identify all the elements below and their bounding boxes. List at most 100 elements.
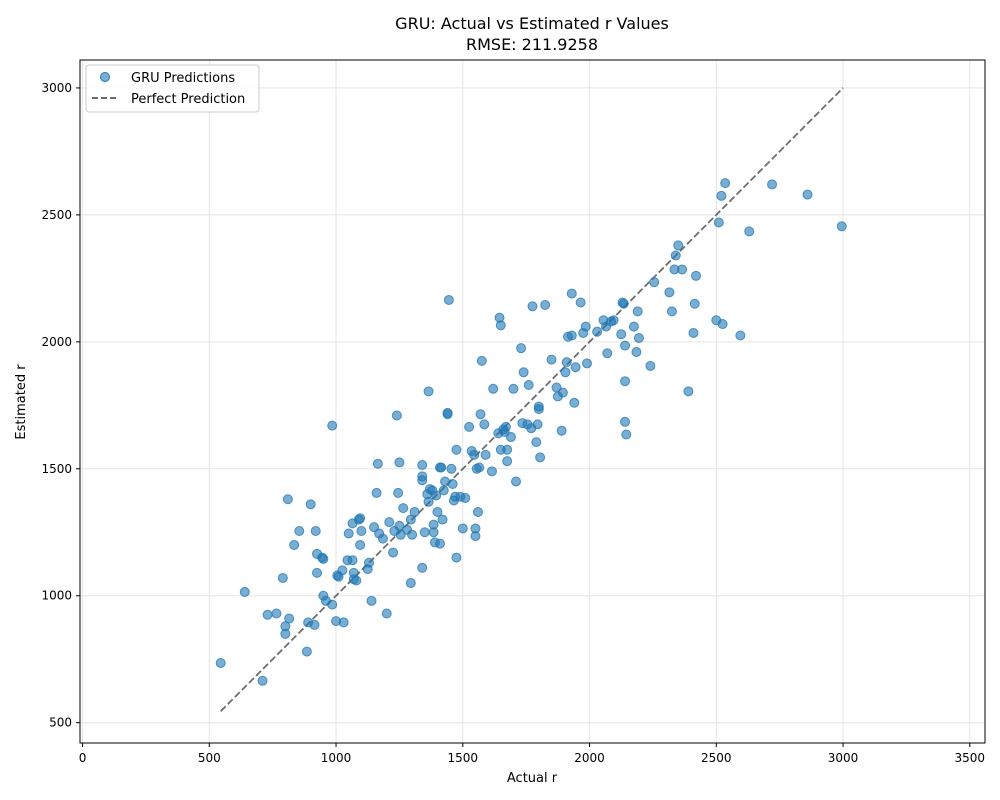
scatter-point <box>505 432 516 443</box>
scatter-point <box>409 506 420 517</box>
scatter-point <box>294 525 305 536</box>
scatter-point <box>580 321 591 332</box>
legend-line-label: Perfect Prediction <box>131 92 245 107</box>
scatter-point <box>475 409 486 420</box>
scatter-point <box>451 444 462 455</box>
scatter-point <box>649 277 660 288</box>
scatter-point <box>631 346 642 357</box>
scatter-point <box>569 397 580 408</box>
scatter-point <box>301 646 312 657</box>
scatter-point <box>356 525 367 536</box>
legend-scatter-label: GRU Predictions <box>131 71 235 86</box>
legend-scatter-marker <box>100 72 110 82</box>
scatter-point <box>495 320 506 331</box>
scatter-point <box>717 319 728 330</box>
scatter-point <box>289 539 300 550</box>
scatter-point <box>355 513 366 524</box>
scatter-point <box>688 327 699 338</box>
x-tick-label: 2500 <box>701 751 732 765</box>
scatter-point <box>393 487 404 498</box>
scatter-point <box>628 321 639 332</box>
scatter-point <box>262 609 273 620</box>
scatter-point <box>518 367 529 378</box>
scatter-point <box>436 462 447 473</box>
y-tick-label: 1000 <box>41 589 72 603</box>
plot-area-frame <box>79 59 986 744</box>
scatter-point <box>523 379 534 390</box>
scatter-point <box>470 531 481 542</box>
scatter-point <box>417 562 428 573</box>
legend: GRU Predictions Perfect Prediction <box>85 64 260 113</box>
scatter-point <box>239 586 250 597</box>
y-axis-label: Estimated r <box>14 364 29 440</box>
scatter-point <box>277 572 288 583</box>
scatter-point <box>280 628 291 639</box>
scatter-point <box>689 298 700 309</box>
scatter-point <box>343 528 354 539</box>
scatter-point <box>618 298 629 309</box>
scatter-point <box>516 343 527 354</box>
scatter-point <box>735 330 746 341</box>
scatter-point <box>582 358 593 369</box>
scatter-point <box>437 514 448 525</box>
scatter-point <box>338 617 349 628</box>
scatter-point <box>469 449 480 460</box>
scatter-point <box>438 485 449 496</box>
x-tick-label: 500 <box>198 751 221 765</box>
scatter-point <box>442 409 453 420</box>
scatter-point <box>486 466 497 477</box>
scatter-point <box>312 567 323 578</box>
scatter-point <box>664 287 675 298</box>
scatter-point <box>566 330 577 341</box>
scatter-point <box>457 523 468 534</box>
scatter-point <box>423 496 434 507</box>
y-tick-label: 500 <box>49 716 72 730</box>
scatter-point <box>592 326 603 337</box>
scatter-point <box>318 553 329 564</box>
scatter-point <box>620 340 631 351</box>
scatter-point <box>836 221 847 232</box>
scatter-point <box>767 179 778 190</box>
scatter-point <box>464 421 475 432</box>
scatter-point <box>446 463 457 474</box>
scatter-point <box>351 575 362 586</box>
scatter-point <box>428 527 439 538</box>
scatter-point <box>540 300 551 311</box>
x-tick-label: 3500 <box>955 751 986 765</box>
scatter-point <box>417 475 428 486</box>
scatter-point <box>527 301 538 312</box>
scatter-point <box>533 404 544 415</box>
scatter-point <box>632 306 643 317</box>
chart-subtitle: RMSE: 211.9258 <box>466 35 598 54</box>
scatter-point <box>532 419 543 430</box>
scatter-point <box>363 557 374 568</box>
scatter-point <box>371 487 382 498</box>
scatter-point <box>474 462 485 473</box>
scatter-point <box>388 547 399 558</box>
scatter-point <box>431 490 442 501</box>
scatter-point <box>488 383 499 394</box>
scatter-point <box>566 288 577 299</box>
scatter-point <box>419 527 430 538</box>
scatter-point <box>310 525 321 536</box>
scatter-point <box>423 386 434 397</box>
y-tick-label: 2000 <box>41 335 72 349</box>
scatter-point <box>621 429 632 440</box>
grid-lines <box>80 60 985 743</box>
scatter-point <box>271 608 282 619</box>
scatter-point <box>557 387 568 398</box>
scatter-point <box>384 517 395 528</box>
scatter-point <box>337 565 348 576</box>
scatter-point <box>670 250 681 261</box>
x-tick-label: 2000 <box>574 751 605 765</box>
y-tick-label: 1500 <box>41 462 72 476</box>
scatter-point <box>443 294 454 305</box>
scatter-point <box>480 449 491 460</box>
scatter-point <box>645 360 656 371</box>
scatter-point <box>500 421 511 432</box>
scatter-point <box>432 506 443 517</box>
x-tick-label: 3000 <box>828 751 859 765</box>
scatter-point <box>451 552 462 563</box>
scatter-point <box>398 503 409 514</box>
